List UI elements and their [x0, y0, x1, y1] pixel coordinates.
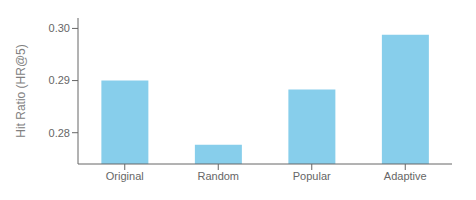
svg-text:0.28: 0.28 — [49, 127, 70, 139]
svg-text:Adaptive: Adaptive — [384, 170, 427, 182]
svg-text:0.29: 0.29 — [49, 74, 70, 86]
svg-text:Original: Original — [106, 170, 144, 182]
svg-text:0.30: 0.30 — [49, 22, 70, 34]
svg-text:Random: Random — [197, 170, 239, 182]
svg-text:Hit Ratio (HR@5): Hit Ratio (HR@5) — [14, 44, 28, 138]
svg-text:Popular: Popular — [293, 170, 331, 182]
